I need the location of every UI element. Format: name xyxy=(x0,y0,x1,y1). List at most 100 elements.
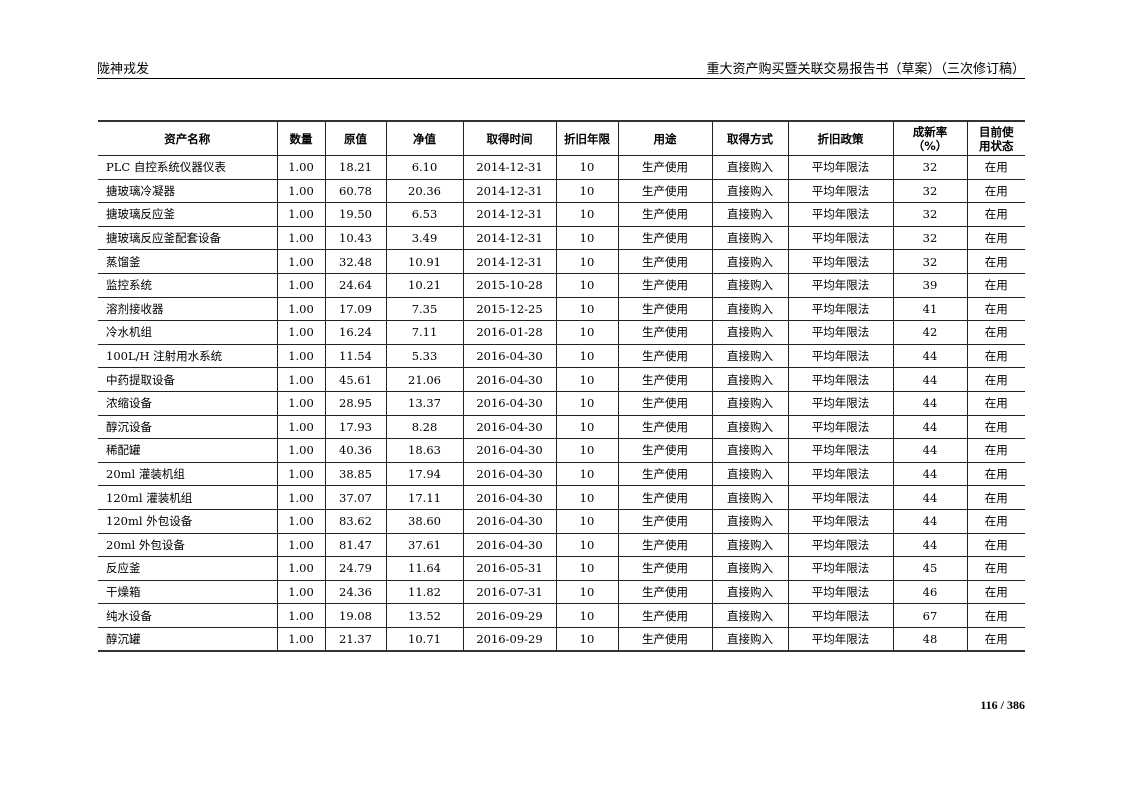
cell-acquisition-method: 直接购入 xyxy=(711,272,789,298)
cell-quantity: 1.00 xyxy=(276,532,326,558)
cell-net-value: 6.53 xyxy=(385,202,464,227)
cell-usage: 生产使用 xyxy=(617,367,713,392)
cell-asset-name: 120ml 灌装机组 xyxy=(98,485,278,510)
cell-net-value: 37.61 xyxy=(385,532,464,558)
cell-quantity: 1.00 xyxy=(276,225,326,251)
cell-depreciation-years: 10 xyxy=(555,272,619,298)
cell-current-status: 在用 xyxy=(966,461,1025,487)
table-row: 20ml 灌装机组 1.00 38.85 17.94 2016-04-30 10 生产使用直… xyxy=(98,461,1025,487)
column-header-net-value: 净值 xyxy=(385,120,464,156)
cell-acquisition-method: 直接购入 xyxy=(711,556,789,581)
cell-acquisition-method: 直接购入 xyxy=(711,485,789,510)
cell-asset-name: 溶剂接收器 xyxy=(98,296,278,322)
cell-current-status: 在用 xyxy=(966,532,1025,558)
cell-depreciation-years: 10 xyxy=(555,155,619,180)
table-row: 浓缩设备 1.00 28.95 13.37 2016-04-30 10 生产使用 直接购入 平均… xyxy=(98,390,1025,416)
cell-asset-name: 浓缩设备 xyxy=(98,390,278,416)
cell-depreciation-years: 10 xyxy=(555,320,619,345)
cell-depreciation-years: 10 xyxy=(555,626,619,652)
cell-depreciation-years: 10 xyxy=(555,603,619,628)
cell-current-status: 在用 xyxy=(966,343,1025,369)
cell-usage: 生产使用 xyxy=(617,343,713,369)
cell-acquired-date: 2016-09-29 xyxy=(462,603,557,628)
cell-original-value: 24.64 xyxy=(324,272,387,298)
cell-newness-rate: 45 xyxy=(892,556,968,581)
cell-quantity: 1.00 xyxy=(276,155,326,180)
cell-net-value: 18.63 xyxy=(385,438,464,463)
cell-usage: 生产使用 xyxy=(617,532,713,558)
cell-acquired-date: 2016-04-30 xyxy=(462,532,557,558)
column-header-acquired-date: 取得时间 xyxy=(462,120,557,156)
cell-net-value: 21.06 xyxy=(385,367,464,392)
cell-current-status: 在用 xyxy=(966,579,1025,605)
table-row: PLC 自控系统仪器仪表 1.00 18.21 6.10 2014-12-31 10 生产使… xyxy=(98,155,1025,180)
cell-acquisition-method: 直接购入 xyxy=(711,508,789,534)
table-row: 中药提取设备 1.00 45.61 21.06 2016-04-30 10 生产使用 直接购入… xyxy=(98,367,1025,392)
cell-depreciation-policy: 平均年限法 xyxy=(787,343,894,369)
cell-asset-name: 干燥箱 xyxy=(98,579,278,605)
cell-original-value: 10.43 xyxy=(324,225,387,251)
cell-quantity: 1.00 xyxy=(276,603,326,628)
cell-depreciation-years: 10 xyxy=(555,579,619,605)
cell-acquired-date: 2014-12-31 xyxy=(462,202,557,227)
cell-acquired-date: 2016-04-30 xyxy=(462,508,557,534)
cell-depreciation-policy: 平均年限法 xyxy=(787,461,894,487)
cell-asset-name: 监控系统 xyxy=(98,272,278,298)
page-number: 116 / 386 xyxy=(980,698,1025,712)
cell-quantity: 1.00 xyxy=(276,202,326,227)
cell-asset-name: 搪玻璃冷凝器 xyxy=(98,178,278,204)
cell-acquisition-method: 直接购入 xyxy=(711,343,789,369)
table-row: 醇沉设备 1.00 17.93 8.28 2016-04-30 10 生产使用 直接购入 平均年… xyxy=(98,414,1025,440)
table-row: 搪玻璃冷凝器 1.00 60.78 20.36 2014-12-31 10 生产使用 直接购入… xyxy=(98,178,1025,204)
cell-newness-rate: 32 xyxy=(892,202,968,227)
cell-asset-name: 纯水设备 xyxy=(98,603,278,628)
cell-net-value: 7.35 xyxy=(385,296,464,322)
table-row: 蒸馏釜 1.00 32.48 10.91 2014-12-31 10 生产使用 直接购入 平均年… xyxy=(98,249,1025,274)
cell-depreciation-policy: 平均年限法 xyxy=(787,320,894,345)
cell-newness-rate: 44 xyxy=(892,532,968,558)
header-divider xyxy=(97,78,1025,79)
cell-depreciation-policy: 平均年限法 xyxy=(787,603,894,628)
cell-acquired-date: 2016-04-30 xyxy=(462,343,557,369)
cell-depreciation-years: 10 xyxy=(555,202,619,227)
cell-depreciation-policy: 平均年限法 xyxy=(787,225,894,251)
table-row: 溶剂接收器 1.00 17.09 7.35 2015-12-25 10 生产使用 直接购入 平均… xyxy=(98,296,1025,322)
column-header-depreciation-years: 折旧年限 xyxy=(555,120,619,156)
cell-acquisition-method: 直接购入 xyxy=(711,390,789,416)
cell-depreciation-policy: 平均年限法 xyxy=(787,579,894,605)
cell-newness-rate: 48 xyxy=(892,626,968,652)
cell-quantity: 1.00 xyxy=(276,296,326,322)
cell-acquisition-method: 直接购入 xyxy=(711,367,789,392)
cell-acquisition-method: 直接购入 xyxy=(711,579,789,605)
cell-acquired-date: 2016-04-30 xyxy=(462,461,557,487)
cell-acquisition-method: 直接购入 xyxy=(711,532,789,558)
table-header-row: 资产名称 数量 原值 净值 取得时间 折旧年限 用途 取得方式 折旧政策 成新率（%） 目前使用状态 xyxy=(98,120,1025,156)
cell-acquisition-method: 直接购入 xyxy=(711,296,789,322)
cell-usage: 生产使用 xyxy=(617,155,713,180)
cell-quantity: 1.00 xyxy=(276,178,326,204)
cell-quantity: 1.00 xyxy=(276,508,326,534)
cell-quantity: 1.00 xyxy=(276,626,326,652)
cell-depreciation-years: 10 xyxy=(555,367,619,392)
cell-usage: 生产使用 xyxy=(617,414,713,440)
cell-quantity: 1.00 xyxy=(276,461,326,487)
cell-usage: 生产使用 xyxy=(617,320,713,345)
cell-net-value: 5.33 xyxy=(385,343,464,369)
cell-newness-rate: 46 xyxy=(892,579,968,605)
cell-original-value: 21.37 xyxy=(324,626,387,652)
cell-acquisition-method: 直接购入 xyxy=(711,249,789,274)
cell-acquired-date: 2016-04-30 xyxy=(462,438,557,463)
cell-depreciation-policy: 平均年限法 xyxy=(787,390,894,416)
column-header-usage: 用途 xyxy=(617,120,713,156)
cell-acquired-date: 2016-09-29 xyxy=(462,626,557,652)
cell-depreciation-policy: 平均年限法 xyxy=(787,155,894,180)
cell-original-value: 83.62 xyxy=(324,508,387,534)
cell-asset-name: 120ml 外包设备 xyxy=(98,508,278,534)
cell-acquired-date: 2016-01-28 xyxy=(462,320,557,345)
cell-quantity: 1.00 xyxy=(276,438,326,463)
cell-newness-rate: 44 xyxy=(892,367,968,392)
cell-asset-name: 冷水机组 xyxy=(98,320,278,345)
cell-current-status: 在用 xyxy=(966,296,1025,322)
cell-asset-name: 稀配罐 xyxy=(98,438,278,463)
cell-acquired-date: 2015-10-28 xyxy=(462,272,557,298)
